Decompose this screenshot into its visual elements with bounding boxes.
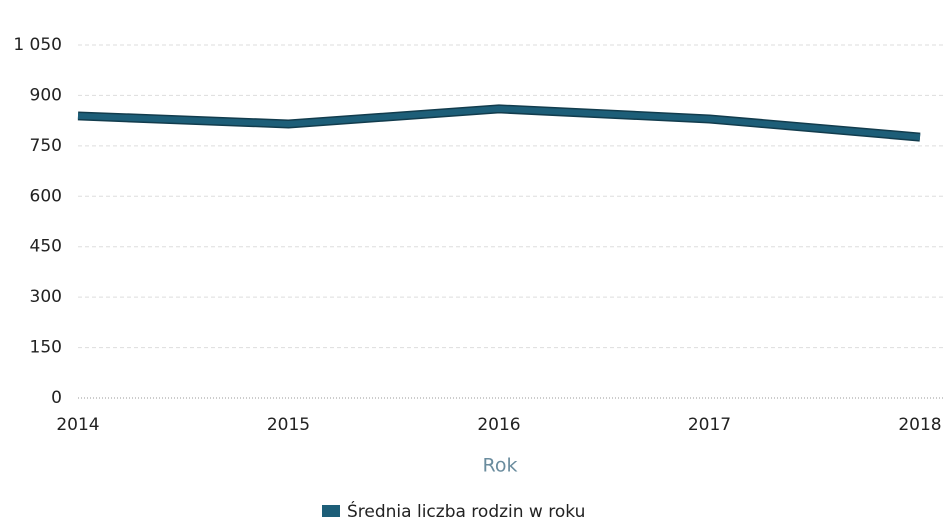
x-tick-label: 2015 bbox=[267, 415, 310, 435]
line bbox=[77, 105, 921, 141]
y-tick-label: 1 050 bbox=[13, 35, 62, 55]
y-tick-label: 450 bbox=[30, 237, 62, 257]
x-tick-label: 2017 bbox=[688, 415, 731, 435]
x-tick-label: 2014 bbox=[56, 415, 99, 435]
y-tick-label: 900 bbox=[30, 85, 62, 105]
y-tick-label: 0 bbox=[51, 388, 62, 408]
y-tick-label: 300 bbox=[30, 287, 62, 307]
x-axis-label: Rok bbox=[483, 455, 518, 477]
legend-label: Średnia liczba rodzin w roku bbox=[347, 500, 585, 521]
legend-swatch bbox=[322, 505, 340, 517]
y-tick-label: 600 bbox=[30, 186, 62, 206]
x-tick-label: 2018 bbox=[898, 415, 941, 435]
y-tick-label: 150 bbox=[30, 338, 62, 358]
y-tick-label: 750 bbox=[30, 136, 62, 156]
x-tick-label: 2016 bbox=[477, 415, 520, 435]
